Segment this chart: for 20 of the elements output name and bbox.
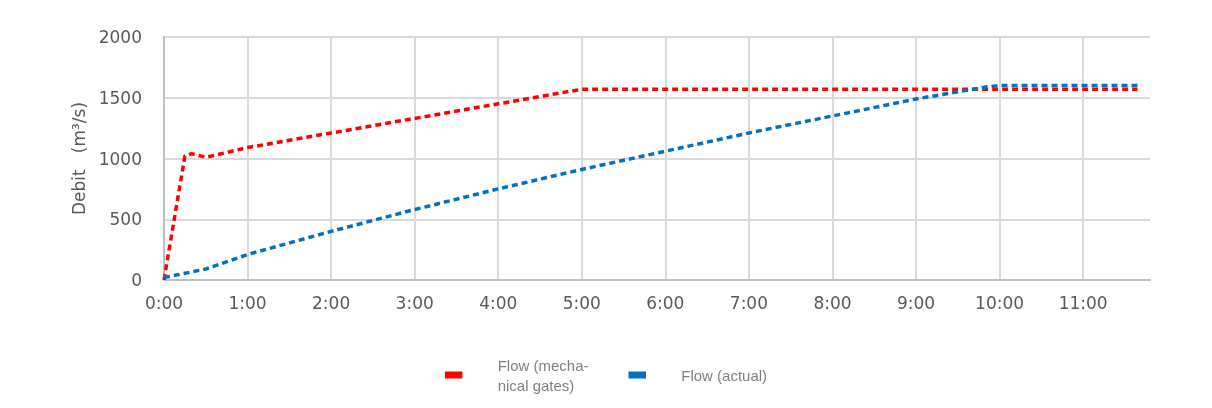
- legend-label: Flow (mecha- nical gates): [497, 356, 589, 394]
- x-tick-label: 4:00: [479, 292, 518, 313]
- x-tick-label: 11:00: [1058, 292, 1108, 313]
- x-tick-label: 3:00: [395, 292, 434, 313]
- x-tick-label: 10:00: [975, 292, 1025, 313]
- x-tick-label: 6:00: [646, 292, 685, 313]
- y-tick-label: 2000: [98, 27, 142, 47]
- x-tick-label: 1:00: [228, 292, 267, 313]
- x-tick-label: 2:00: [312, 292, 351, 313]
- legend-label: Flow (actual): [681, 366, 768, 384]
- y-tick-label: 0: [131, 270, 142, 290]
- x-tick-label: 5:00: [562, 292, 601, 313]
- x-tick-label: 9:00: [896, 292, 936, 313]
- y-tick-label: 1000: [98, 148, 142, 169]
- y-tick-label: 500: [109, 209, 142, 230]
- y-tick-label: 1500: [98, 87, 142, 108]
- x-tick-label: 7:00: [729, 292, 769, 313]
- x-tick-label: 8:00: [813, 292, 852, 313]
- y-axis-title: Debit (m³/s): [69, 101, 90, 216]
- x-tick-label: 0:00: [144, 292, 184, 313]
